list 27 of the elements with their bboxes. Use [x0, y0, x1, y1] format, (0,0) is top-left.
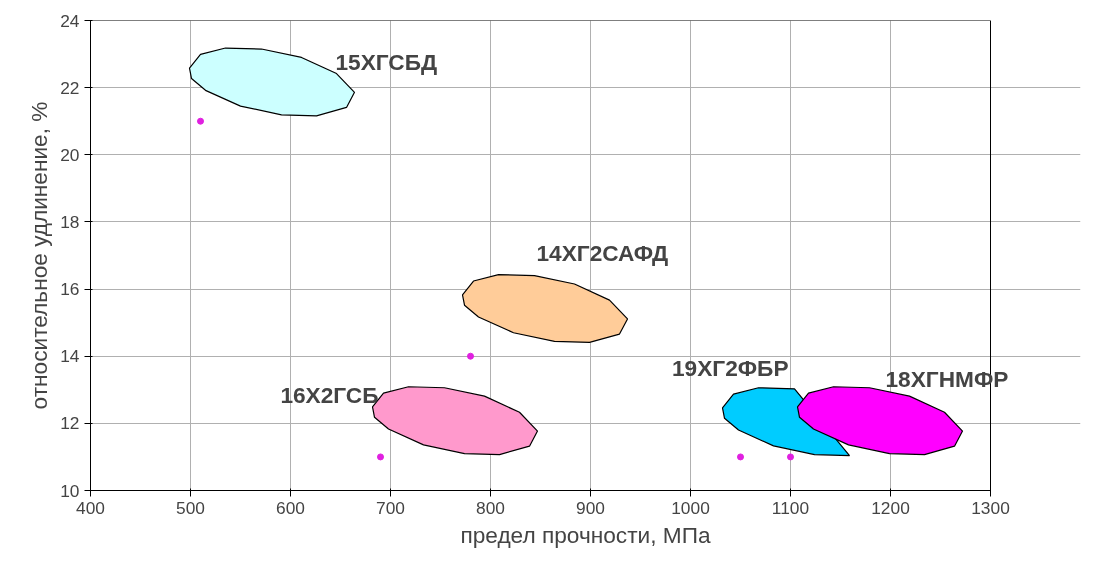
- y-tick-label: 14: [60, 346, 80, 367]
- y-tick-label: 12: [60, 413, 80, 434]
- x-tick-label: 800: [476, 497, 505, 518]
- series-label: 16Х2ГСБ: [280, 381, 379, 408]
- x-tick-label: 1200: [871, 497, 910, 518]
- series-label: 19ХГ2ФБР: [672, 354, 789, 381]
- x-tick-label: 500: [176, 497, 205, 518]
- point: [197, 117, 204, 125]
- y-tick-label: 24: [60, 10, 80, 31]
- x-tick-label: 600: [276, 497, 305, 518]
- y-axis-title: относительное удлинение, %: [26, 101, 53, 410]
- x-tick-label: 1300: [971, 497, 1010, 518]
- x-tick-label: 1100: [771, 497, 810, 518]
- point: [467, 352, 474, 360]
- y-tick-label: 22: [60, 77, 80, 98]
- y-tick-label: 20: [60, 144, 80, 165]
- x-axis-title: предел прочности, МПа: [460, 521, 711, 548]
- y-tick-label: 16: [60, 279, 80, 300]
- series-label: 15ХГСБД: [335, 49, 438, 76]
- x-tick-label: 900: [576, 497, 605, 518]
- x-tick-label: 700: [376, 497, 405, 518]
- point: [737, 453, 744, 461]
- point: [377, 453, 384, 461]
- x-tick-label: 1000: [671, 497, 710, 518]
- series-label: 14ХГ2САФД: [536, 239, 669, 266]
- point: [787, 453, 794, 461]
- y-tick-label: 18: [60, 211, 80, 232]
